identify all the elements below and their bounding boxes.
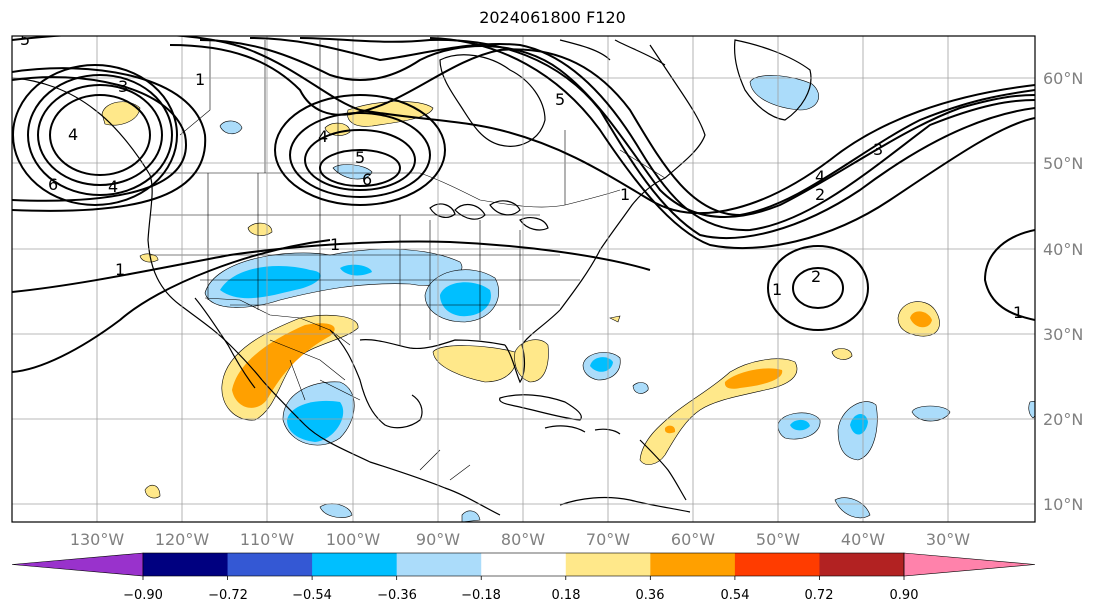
- lat-label: 50°N: [1043, 154, 1083, 173]
- lat-label: 40°N: [1043, 240, 1083, 259]
- lon-label: 30°W: [926, 530, 970, 549]
- colorbar-tick-label: −0.18: [461, 588, 501, 603]
- lat-label: 10°N: [1043, 495, 1083, 514]
- colorbar-segment: [819, 553, 905, 576]
- colorbar-outline: [142, 552, 905, 577]
- lon-label: 90°W: [416, 530, 460, 549]
- colorbar-segment: [227, 553, 313, 576]
- contour-label: 4: [68, 125, 78, 144]
- graticule: [12, 36, 1035, 522]
- colorbar-segment: [396, 553, 482, 576]
- colorbar-segment: [143, 553, 229, 576]
- latitude-labels: 60°N 50°N 40°N 30°N 20°N 10°N: [1043, 69, 1083, 514]
- colorbar-segment: [734, 553, 820, 576]
- colorbar-tick-label: −0.36: [377, 588, 417, 603]
- contour-label: 1: [772, 280, 782, 299]
- contour-label: 3: [873, 140, 883, 159]
- lon-label: 40°W: [841, 530, 885, 549]
- contour-label: 3: [118, 77, 128, 96]
- colorbar-tick-label: −0.54: [292, 588, 332, 603]
- lat-label: 60°N: [1043, 69, 1083, 88]
- contour-label: 1: [620, 185, 630, 204]
- colorbar-tick-label: −0.72: [208, 588, 248, 603]
- lat-label: 20°N: [1043, 410, 1083, 429]
- contour-label: 5: [20, 30, 30, 49]
- lon-label: 100°W: [326, 530, 381, 549]
- contour-label: 6: [362, 170, 372, 189]
- contour-label: 2: [811, 267, 821, 286]
- colorbar-tick-label: 0.90: [890, 588, 919, 603]
- lat-label: 30°N: [1043, 325, 1083, 344]
- longitude-labels: 130°W 120°W 110°W 100°W 90°W 80°W 70°W 6…: [70, 530, 970, 549]
- contour-label: 1: [195, 70, 205, 89]
- contour-label-group: 3 4 6 4 1 1 4 5 6 5 1 5 3 4 2 1 2 1 1: [20, 30, 1023, 322]
- contour-lines: [12, 36, 1035, 373]
- contour-label: 1: [1013, 303, 1023, 322]
- contour-label: 4: [815, 167, 825, 186]
- lon-label: 70°W: [586, 530, 630, 549]
- positive-anomaly-shading: [101, 101, 940, 499]
- map-frame: [11, 35, 1036, 523]
- colorbar: −0.90 −0.72 −0.54 −0.36 −0.18 0.18 0.36 …: [11, 552, 1036, 603]
- colorbar-segment: [565, 553, 651, 576]
- state-borders: [150, 40, 666, 481]
- colorbar-tick-label: 0.18: [552, 588, 581, 603]
- contour-label: 5: [555, 90, 565, 109]
- map-title: 2024061800 F120: [479, 8, 626, 27]
- contour-label: 1: [115, 260, 125, 279]
- lon-label: 80°W: [501, 530, 545, 549]
- colorbar-tick-label: 0.36: [636, 588, 665, 603]
- colorbar-ticks: [142, 576, 905, 580]
- contour-label: 1: [330, 235, 340, 254]
- colorbar-segments: [11, 552, 1036, 577]
- lon-label: 120°W: [155, 530, 210, 549]
- colorbar-segment: [650, 553, 736, 576]
- lon-label: 60°W: [671, 530, 715, 549]
- contour-label: 6: [48, 175, 58, 194]
- contour-label: 4: [318, 127, 328, 146]
- colorbar-segment: [312, 553, 398, 576]
- contour-label: 2: [815, 185, 825, 204]
- colorbar-tick-labels: −0.90 −0.72 −0.54 −0.36 −0.18 0.18 0.36 …: [123, 588, 918, 603]
- colorbar-segment: [11, 552, 144, 577]
- negative-anomaly-shading: [204, 75, 1035, 522]
- lon-label: 130°W: [70, 530, 125, 549]
- contour-label: 5: [355, 148, 365, 167]
- contour-label: 4: [108, 177, 118, 196]
- colorbar-segment: [481, 553, 567, 576]
- colorbar-segment: [903, 552, 1036, 577]
- colorbar-tick-label: 0.54: [721, 588, 750, 603]
- colorbar-tick-label: 0.72: [805, 588, 834, 603]
- lon-label: 110°W: [240, 530, 295, 549]
- colorbar-tick-label: −0.90: [123, 588, 163, 603]
- lon-label: 50°W: [756, 530, 800, 549]
